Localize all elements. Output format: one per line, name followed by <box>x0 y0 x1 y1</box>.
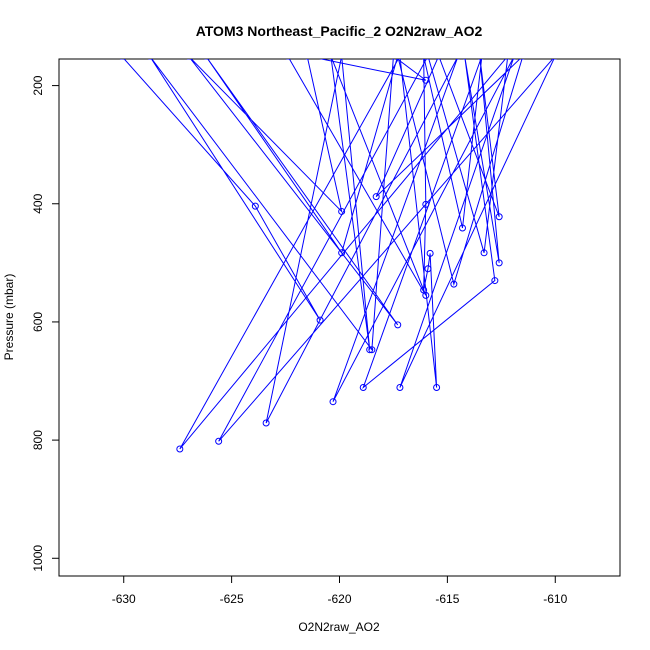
data-point <box>521 59 525 60</box>
y-axis-label: Pressure (mbar) <box>2 274 16 361</box>
data-point <box>329 398 337 406</box>
data-point <box>480 59 484 60</box>
data-point <box>262 419 270 427</box>
x-tick-label: -620 <box>327 592 351 606</box>
data-point <box>329 59 333 60</box>
data-point <box>422 200 430 208</box>
data-point <box>215 437 223 445</box>
data-point <box>426 249 434 257</box>
data-point <box>450 280 458 288</box>
data-point <box>458 224 466 232</box>
y-tick-label: 600 <box>31 312 45 332</box>
data-point <box>462 59 467 60</box>
plot-area <box>119 59 558 453</box>
data-point <box>398 59 402 60</box>
data-point <box>495 259 503 267</box>
y-tick-label: 200 <box>31 75 45 95</box>
data-point <box>203 59 208 60</box>
data-point <box>491 277 499 285</box>
data-point <box>366 346 374 354</box>
data-point <box>422 291 430 299</box>
y-tick-label: 400 <box>31 193 45 213</box>
x-tick-label: -615 <box>435 592 459 606</box>
data-point <box>251 202 259 210</box>
data-point <box>436 59 441 60</box>
chart-title: ATOM3 Northeast_Pacific_2 O2N2raw_AO2 <box>196 23 483 39</box>
y-tick-label: 800 <box>31 430 45 450</box>
data-point <box>339 59 344 60</box>
data-point <box>186 59 191 60</box>
data-point <box>285 59 290 60</box>
data-point <box>368 346 376 354</box>
x-tick-label: -625 <box>220 592 244 606</box>
data-point <box>553 59 558 60</box>
x-tick-label: -610 <box>543 592 567 606</box>
x-tick-label: -630 <box>112 592 136 606</box>
data-point <box>119 59 124 60</box>
plot-frame <box>58 58 621 577</box>
data-point <box>396 384 404 392</box>
data-point <box>372 193 380 201</box>
data-point <box>176 445 184 453</box>
data-point <box>359 384 367 392</box>
y-tick-label: 1000 <box>31 545 45 572</box>
data-point <box>426 59 430 60</box>
data-point <box>316 316 324 324</box>
data-point <box>391 59 396 60</box>
data-point <box>394 321 402 329</box>
data-point <box>421 59 426 60</box>
series-markers <box>119 59 558 453</box>
data-point <box>424 265 432 273</box>
y-axis: 200 400 600 800 1000 <box>31 75 59 572</box>
data-point <box>477 59 482 60</box>
x-axis-label: O2N2raw_AO2 <box>298 620 380 634</box>
data-point <box>433 384 441 392</box>
data-point <box>422 76 430 84</box>
data-point <box>456 59 461 60</box>
data-point <box>338 249 346 257</box>
data-point <box>480 249 488 257</box>
data-point <box>495 213 503 221</box>
data-point <box>505 59 510 60</box>
series-line <box>123 59 555 450</box>
data-point <box>395 59 400 60</box>
data-point <box>305 59 309 60</box>
data-point <box>512 59 517 60</box>
data-point <box>147 59 152 60</box>
data-point <box>338 207 346 215</box>
x-axis: -630 -625 -620 -615 -610 <box>112 576 568 606</box>
